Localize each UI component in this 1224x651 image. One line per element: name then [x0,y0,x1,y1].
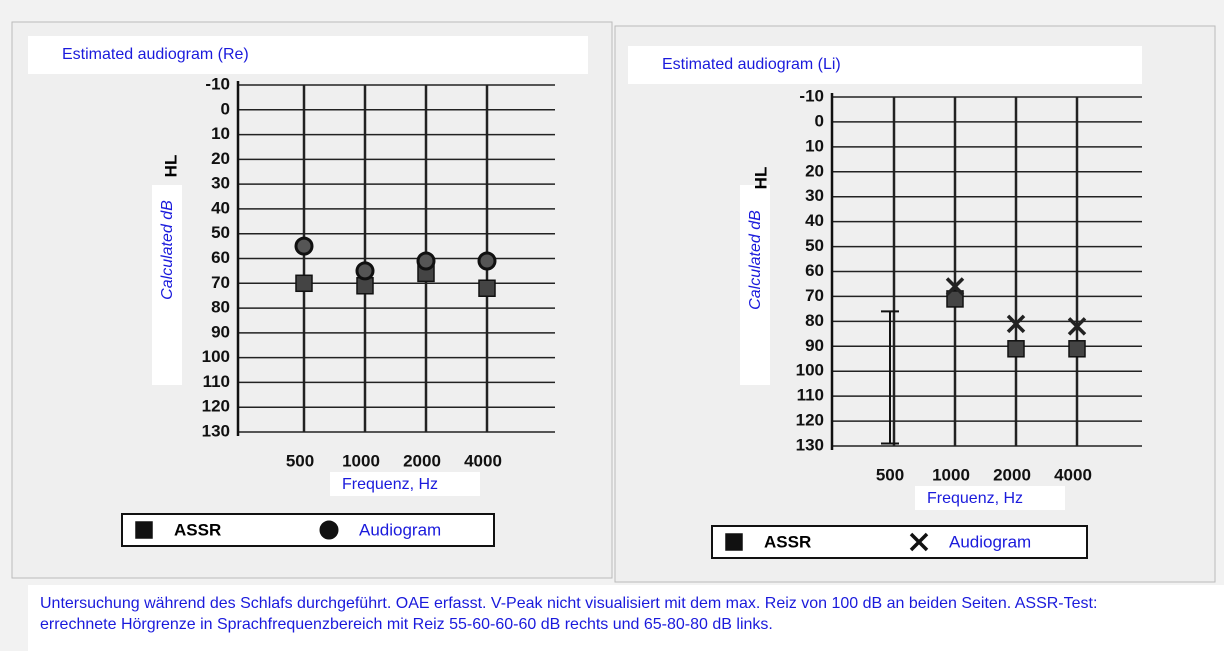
y-tick-label: 80 [805,311,824,330]
title-box [28,36,588,74]
legend-label: ASSR [174,520,221,539]
legend-box [121,513,495,547]
y-tick-label: 60 [211,248,230,267]
y-tick-label: 0 [221,99,230,118]
y-tick-label: 100 [202,347,230,366]
x-axis-label: Frequenz, Hz [342,476,438,493]
data-point [355,261,375,281]
x-tick-label: 1000 [342,451,380,470]
range-bar [881,310,899,445]
legend-label: Audiogram [359,520,441,539]
y-tick-label: 10 [211,124,230,143]
data-point [1006,314,1026,334]
data-point [478,279,496,297]
x-tick-label: 500 [286,451,314,470]
y-axis-unit: HL [161,155,180,178]
y-tick-label: 70 [805,286,824,305]
y-tick-label: 130 [202,421,230,440]
y-tick-label: 80 [211,298,230,317]
legend-marker [725,533,743,551]
data-point [295,274,313,293]
x-tick-label: 2000 [403,451,441,470]
note-box [28,585,1224,651]
chart-title: Estimated audiogram (Li) [662,56,841,73]
x-tick-label: 500 [876,465,904,484]
legend-marker [135,521,153,539]
data-point [946,290,964,308]
ylabel-box [152,185,182,385]
y-tick-label: -10 [205,74,230,93]
legend-label: ASSR [764,532,811,551]
y-tick-label: 40 [805,211,824,230]
y-axis-label: Calculated dB [159,200,176,300]
data-point [416,251,436,271]
y-tick-label: 110 [203,372,230,391]
y-tick-label: 90 [211,322,230,341]
y-axis-label: Calculated dB [747,210,764,310]
x-tick-label: 2000 [993,465,1031,484]
y-tick-label: 60 [805,261,824,280]
legend-label: Audiogram [949,532,1031,551]
x-tick-label: 1000 [932,465,970,484]
y-tick-label: 20 [805,161,824,180]
ylabel-box [740,185,770,385]
legend-marker [909,532,929,552]
xlabel-box [330,472,480,496]
y-tick-label: 70 [211,273,230,292]
panel-left [11,21,613,579]
data-point [1067,317,1087,336]
y-tick-label: 130 [796,435,824,454]
y-tick-label: 10 [805,136,824,155]
title-box [628,46,1142,84]
data-point [1068,340,1086,358]
y-tick-label: 50 [805,236,824,255]
y-tick-label: 20 [211,149,230,168]
y-tick-label: 30 [805,186,824,205]
note: Untersuchung während des Schlafs durchge… [40,595,1098,633]
y-tick-label: 100 [796,361,824,380]
legend-box [711,525,1088,559]
legend-marker [319,520,339,540]
y-axis-unit: HL [751,167,770,190]
y-tick-label: 50 [211,223,230,242]
data-point [477,251,497,271]
x-tick-label: 4000 [464,451,502,470]
y-tick-label: 30 [211,174,230,193]
x-axis-label: Frequenz, Hz [927,490,1023,507]
y-tick-label: 110 [797,386,824,405]
y-tick-label: 90 [805,336,824,355]
xlabel-box [915,486,1065,510]
chart-title: Estimated audiogram (Re) [62,46,249,63]
y-tick-label: 0 [815,111,824,130]
y-tick-label: 120 [796,411,824,430]
data-point [1007,340,1025,358]
y-tick-label: -10 [799,86,824,105]
y-tick-label: 120 [202,397,230,416]
data-point [945,277,965,296]
x-tick-label: 4000 [1054,465,1092,484]
y-tick-label: 40 [211,198,230,217]
data-point [294,236,314,256]
